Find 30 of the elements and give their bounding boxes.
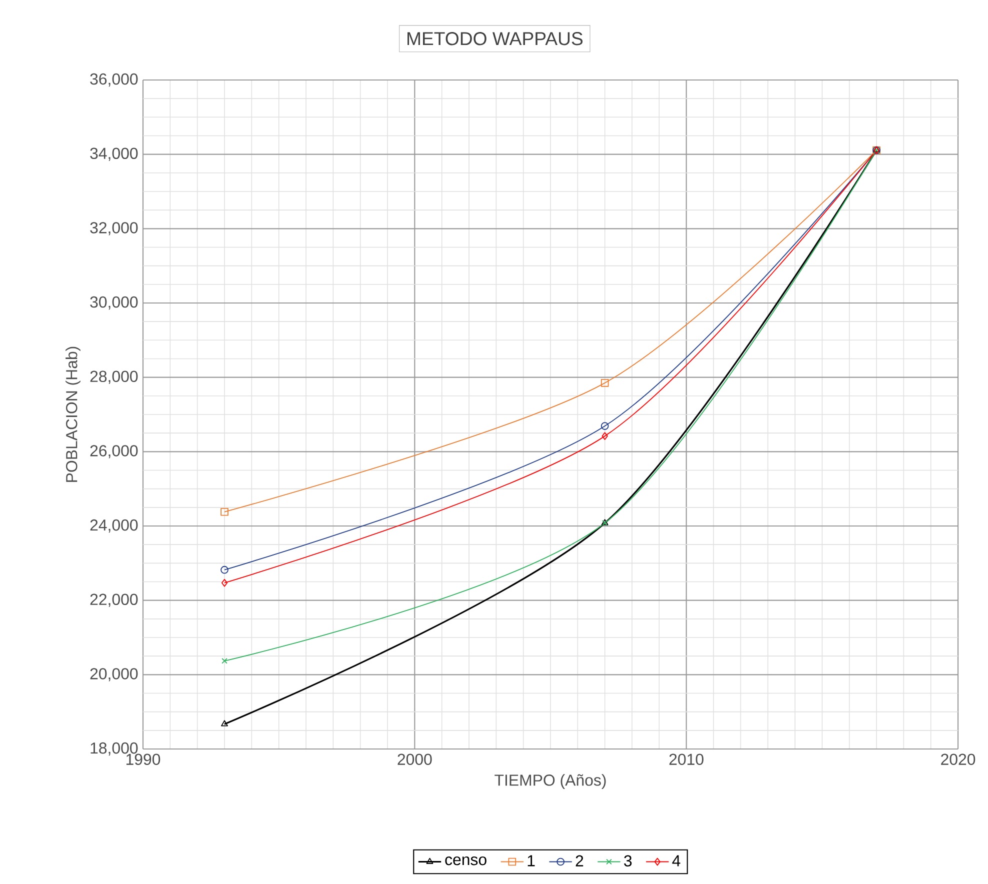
- y-tick-label: 36,000: [90, 73, 138, 87]
- point: [222, 658, 228, 664]
- y-tick-label: 28,000: [90, 370, 138, 384]
- point: [600, 422, 609, 430]
- chart-title: METODO WAPPAUS: [408, 32, 583, 46]
- point: [220, 566, 228, 574]
- x-axis-title: TIEMPO (Años): [494, 774, 606, 789]
- y-tick-label: 20,000: [90, 668, 138, 682]
- point: [221, 578, 228, 587]
- point: [600, 378, 609, 387]
- legend-label: censo: [445, 856, 486, 866]
- legend-label: 1: [528, 855, 535, 866]
- y-tick-label: 34,000: [90, 148, 138, 161]
- x-tick-label: 1990: [126, 754, 160, 765]
- point: [220, 508, 228, 516]
- x-tick-label: 2020: [941, 754, 976, 765]
- legend-label: 4: [672, 855, 680, 866]
- point: [602, 432, 608, 440]
- legend-label: 2: [576, 855, 584, 866]
- y-tick-label: 24,000: [90, 519, 138, 533]
- legend-label: 3: [624, 855, 632, 866]
- x-tick-label: 2000: [398, 754, 432, 765]
- x-tick-label: 2010: [669, 754, 704, 765]
- y-tick-label: 32,000: [90, 222, 138, 236]
- point: [221, 720, 228, 726]
- y-axis-title: POBLACION (Hab): [66, 346, 80, 482]
- y-tick-label: 18,000: [90, 742, 138, 756]
- y-tick-label: 22,000: [90, 594, 138, 607]
- y-tick-label: 30,000: [90, 296, 138, 310]
- y-tick-label: 26,000: [90, 445, 138, 458]
